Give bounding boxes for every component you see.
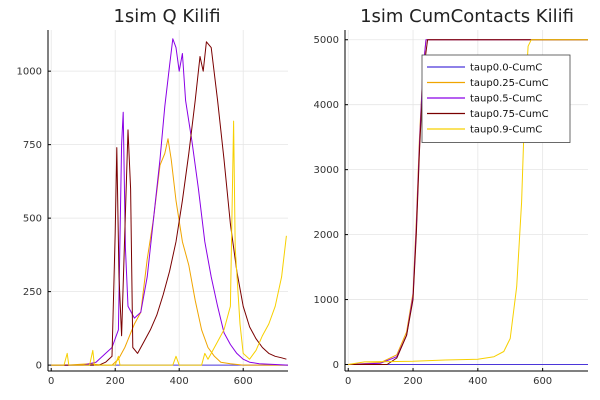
tick-labels: 0 200 400 600 0 250 500 750 1000: [17, 67, 253, 387]
axes: [47, 30, 288, 372]
legend-box: [421, 54, 571, 143]
y-tick-label: 250: [23, 287, 42, 298]
series-line-2: [51, 38, 289, 366]
legend-label: taup0.25-CumC: [470, 78, 549, 89]
x-tick-label: 200: [403, 376, 422, 387]
chart-title: 1sim CumContacts Kilifi: [360, 6, 574, 27]
y-tick-label: 1000: [17, 67, 42, 78]
series-line-1: [51, 138, 288, 366]
legend-label: taup0.5-CumC: [470, 94, 542, 105]
chart-q-kilifi: 1sim Q Kilifi 0 200 400 600 0 250 500 750 1000: [17, 6, 289, 387]
legend-label: taup0.9-CumC: [470, 125, 542, 136]
legend-label: taup0.75-CumC: [470, 109, 549, 120]
y-tick-label: 4000: [314, 100, 339, 111]
x-tick-label: 600: [533, 376, 552, 387]
axes: [344, 30, 588, 372]
x-tick-label: 0: [345, 376, 351, 387]
x-tick-label: 400: [468, 376, 487, 387]
x-tick-label: 600: [234, 376, 253, 387]
tick-labels: 0 200 400 600 0 1000 2000 3000 4000 5000: [314, 35, 553, 387]
y-tick-label: 0: [333, 360, 339, 371]
series-lines: [51, 38, 289, 366]
x-tick-label: 0: [48, 376, 54, 387]
chart-cumcontacts-kilifi: 1sim CumContacts Kilifi 0 200 400 600 0 1000 2…: [314, 6, 588, 387]
series-line-4: [51, 120, 287, 366]
y-tick-label: 500: [23, 214, 42, 225]
x-tick-label: 200: [106, 376, 125, 387]
y-tick-label: 3000: [314, 165, 339, 176]
series-line-3: [51, 41, 287, 366]
y-tick-label: 750: [23, 140, 42, 151]
y-tick-label: 0: [36, 361, 42, 372]
x-tick-label: 400: [170, 376, 189, 387]
y-tick-label: 5000: [314, 35, 339, 46]
y-tick-label: 2000: [314, 230, 339, 241]
legend-label: taup0.0-CumC: [470, 63, 542, 74]
chart-title: 1sim Q Kilifi: [113, 6, 220, 27]
legend: taup0.0-CumC taup0.25-CumC taup0.5-CumC tau…: [421, 54, 571, 143]
y-tick-label: 1000: [314, 295, 339, 306]
